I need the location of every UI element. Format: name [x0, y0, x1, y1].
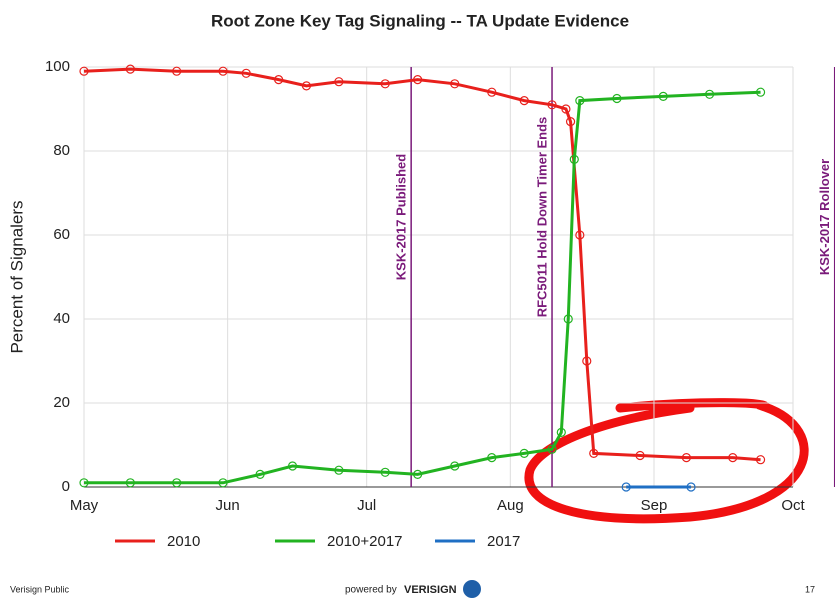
data-point — [547, 444, 557, 454]
y-axis-label: Percent of Signalers — [7, 200, 26, 353]
data-point — [686, 482, 696, 492]
legend-label: 2017 — [487, 533, 520, 550]
data-point — [334, 465, 344, 475]
data-point — [755, 455, 766, 465]
data-point — [380, 79, 390, 89]
data-point — [172, 66, 182, 76]
data-point — [79, 478, 89, 488]
brand-logo — [463, 580, 481, 598]
series-line — [84, 90, 761, 485]
data-point — [287, 461, 298, 471]
data-point — [450, 461, 460, 471]
data-point — [561, 104, 571, 114]
y-tick-label: 60 — [53, 226, 70, 243]
data-point — [79, 66, 89, 76]
data-point — [569, 154, 579, 164]
data-point — [565, 116, 576, 127]
event-label: KSK-2017 Published — [394, 154, 409, 280]
data-point — [301, 81, 312, 91]
footer-powered: powered by — [345, 585, 397, 596]
data-point — [704, 89, 715, 99]
chart-title: Root Zone Key Tag Signaling -- TA Update… — [211, 11, 629, 30]
data-point — [582, 356, 592, 366]
data-point — [556, 427, 566, 437]
data-point — [755, 87, 766, 97]
data-point — [413, 74, 423, 85]
data-point — [575, 230, 585, 240]
y-tick-label: 0 — [62, 478, 70, 495]
y-tick-label: 20 — [53, 394, 70, 411]
data-point — [575, 95, 585, 106]
x-tick-label: Sep — [641, 497, 668, 514]
data-point — [621, 482, 631, 492]
x-tick-label: Jul — [357, 497, 376, 514]
data-point — [218, 66, 228, 76]
data-point — [589, 448, 599, 458]
y-tick-label: 40 — [53, 310, 70, 327]
data-point — [658, 91, 668, 102]
footer-left: Verisign Public — [10, 584, 70, 594]
page-number: 17 — [805, 584, 815, 594]
data-point — [172, 478, 182, 488]
y-tick-label: 80 — [53, 142, 70, 159]
y-tick-label: 100 — [45, 58, 70, 75]
legend-label: 2010+2017 — [327, 533, 403, 550]
data-point — [334, 77, 344, 87]
data-point — [380, 467, 390, 477]
event-label: KSK-2017 Rollover — [817, 159, 832, 275]
data-point — [450, 79, 460, 89]
data-point — [635, 450, 645, 461]
data-point — [487, 453, 497, 463]
data-point — [728, 453, 738, 463]
data-point — [612, 93, 622, 104]
x-tick-label: May — [70, 497, 99, 514]
event-label: RFC5011 Hold Down Timer Ends — [534, 117, 549, 318]
x-tick-label: Oct — [781, 497, 805, 514]
x-tick-label: Aug — [497, 497, 524, 514]
data-point — [125, 64, 135, 74]
data-point — [487, 87, 497, 97]
data-point — [218, 478, 228, 488]
data-point — [547, 100, 557, 110]
x-tick-label: Jun — [216, 497, 240, 514]
data-point — [125, 478, 135, 488]
series-line — [83, 67, 761, 462]
data-point — [519, 448, 529, 458]
footer-brand: VERISIGN — [404, 584, 457, 596]
data-point — [681, 453, 692, 463]
data-point — [413, 469, 423, 479]
legend-label: 2010 — [167, 533, 200, 550]
data-point — [563, 314, 573, 324]
data-point — [274, 74, 284, 85]
data-point — [255, 469, 265, 479]
data-point — [241, 68, 251, 78]
data-point — [519, 95, 529, 106]
